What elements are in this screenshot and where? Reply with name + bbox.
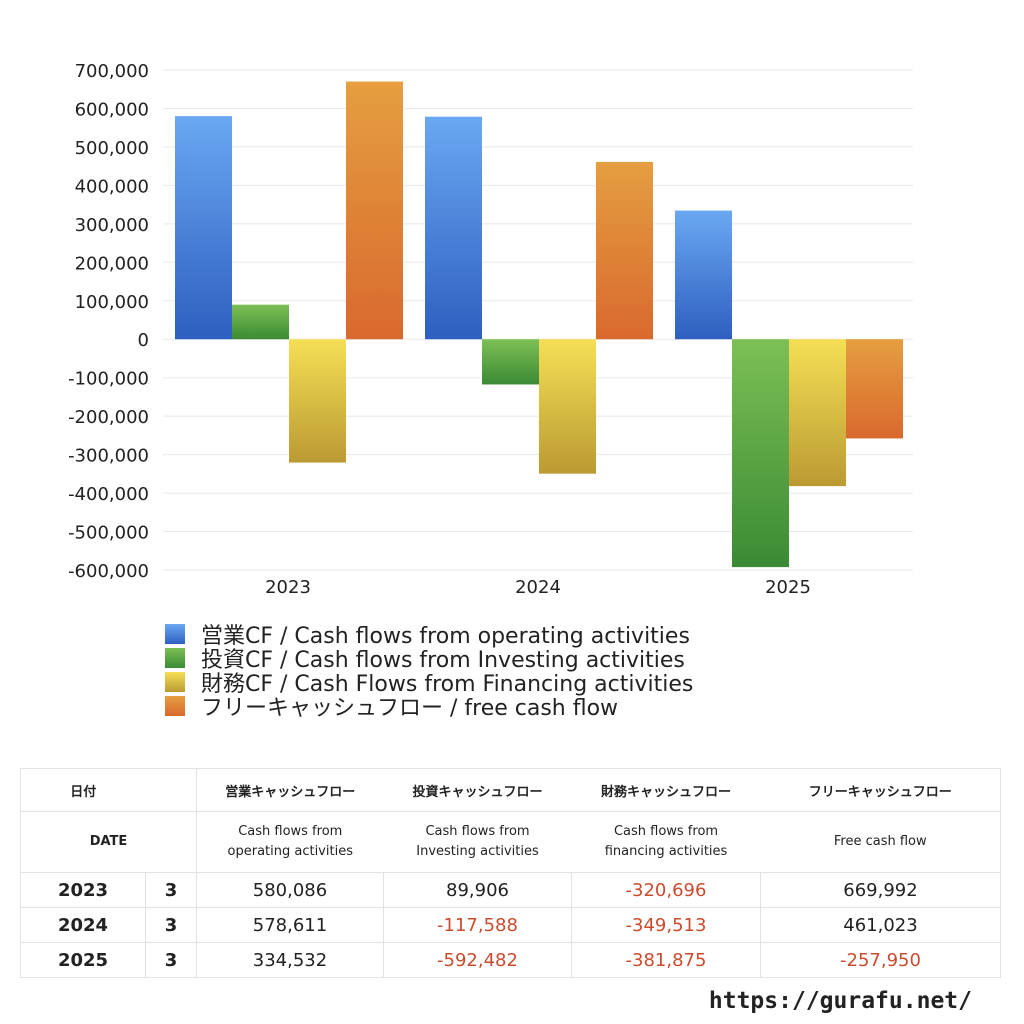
- y-tick-label: 300,000: [75, 215, 149, 236]
- y-tick-label: 200,000: [75, 253, 149, 274]
- x-tick-label: 2025: [765, 577, 811, 598]
- legend-item-operating: 営業CF / Cash flows from operating activit…: [165, 622, 693, 649]
- table-header-jp: 日付 営業キャッシュフロー 投資キャッシュフロー 財務キャッシュフロー フリーキ…: [20, 768, 1001, 812]
- row-investing: 89,906: [383, 872, 572, 908]
- row-year: 2024: [20, 907, 146, 943]
- header-month-jp: [145, 768, 197, 812]
- y-tick-label: 400,000: [75, 176, 149, 197]
- header-investing-jp: 投資キャッシュフロー: [383, 768, 572, 812]
- x-tick-label: 2023: [265, 577, 311, 598]
- y-tick-label: 100,000: [75, 292, 149, 313]
- header-operating-en: Cash flows from operating activities: [196, 811, 384, 873]
- bars: [175, 81, 903, 568]
- row-month: 3: [145, 942, 197, 978]
- table-header-en: DATE Cash flows from operating activitie…: [20, 811, 1001, 873]
- cash-flow-table: 日付 営業キャッシュフロー 投資キャッシュフロー 財務キャッシュフロー フリーキ…: [20, 768, 1001, 978]
- bar-investing-2025: [732, 339, 789, 568]
- bar-investing-2023: [232, 304, 289, 340]
- legend-item-financing: 財務CF / Cash Flows from Financing activit…: [165, 670, 693, 697]
- row-operating: 334,532: [196, 942, 384, 978]
- legend-swatch-financing: [165, 672, 185, 692]
- bar-free-2025: [846, 339, 903, 439]
- y-axis-ticks: 700,000 600,000 500,000 400,000 300,000 200,0…: [68, 61, 149, 582]
- cash-flow-bar-chart: 700,000 600,000 500,000 400,000 300,000 200,0…: [68, 61, 913, 598]
- header-financing-jp: 財務キャッシュフロー: [571, 768, 761, 812]
- bar-financing-2023: [289, 339, 346, 463]
- y-tick-label: -500,000: [68, 523, 149, 544]
- header-operating-jp: 営業キャッシュフロー: [196, 768, 384, 812]
- header-date-en: DATE: [20, 811, 197, 873]
- row-financing: -349,513: [571, 907, 761, 943]
- bar-operating-2024: [425, 116, 482, 340]
- header-operating-en-line1: Cash flows from: [238, 824, 343, 839]
- legend-label-investing: 投資CF / Cash flows from Investing activit…: [201, 648, 685, 673]
- row-month: 3: [145, 872, 197, 908]
- row-operating: 580,086: [196, 872, 384, 908]
- y-tick-label: -100,000: [68, 369, 149, 390]
- legend-item-free: フリーキャッシュフロー / free cash flow: [165, 694, 693, 721]
- header-financing-en: Cash flows from financing activities: [571, 811, 761, 873]
- table-row: 2024 3 578,611 -117,588 -349,513 461,023: [20, 907, 1001, 943]
- row-month: 3: [145, 907, 197, 943]
- legend-item-investing: 投資CF / Cash flows from Investing activit…: [165, 646, 693, 673]
- row-year: 2023: [20, 872, 146, 908]
- row-year: 2025: [20, 942, 146, 978]
- legend-swatch-investing: [165, 648, 185, 668]
- legend-label-free: フリーキャッシュフロー / free cash flow: [201, 696, 619, 721]
- header-financing-en-line1: Cash flows from: [613, 824, 719, 839]
- table-row: 2023 3 580,086 89,906 -320,696 669,992: [20, 872, 1001, 908]
- header-operating-en-line2: operating activities: [227, 844, 353, 859]
- legend-label-financing: 財務CF / Cash Flows from Financing activit…: [201, 672, 694, 697]
- x-tick-label: 2024: [515, 577, 561, 598]
- bar-financing-2025: [789, 339, 846, 487]
- row-investing: -592,482: [383, 942, 572, 978]
- header-investing-en: Cash flows from Investing activities: [383, 811, 572, 873]
- y-tick-label: 500,000: [75, 138, 149, 159]
- row-free: -257,950: [760, 942, 1001, 978]
- bar-free-2024: [596, 161, 653, 340]
- row-financing: -381,875: [571, 942, 761, 978]
- y-tick-label: -200,000: [68, 407, 149, 428]
- legend: 営業CF / Cash flows from operating activit…: [165, 622, 693, 721]
- y-tick-label: -600,000: [68, 561, 149, 582]
- header-investing-en-line2: Investing activities: [416, 844, 539, 859]
- row-financing: -320,696: [571, 872, 761, 908]
- table-row: 2025 3 334,532 -592,482 -381,875 -257,95…: [20, 942, 1001, 978]
- row-investing: -117,588: [383, 907, 572, 943]
- y-tick-label: 600,000: [75, 99, 149, 120]
- header-free-en: Free cash flow: [760, 811, 1001, 873]
- bar-operating-2023: [175, 116, 232, 340]
- bar-investing-2024: [482, 339, 539, 385]
- y-tick-label: -300,000: [68, 446, 149, 467]
- y-tick-label: -400,000: [68, 484, 149, 505]
- legend-swatch-operating: [165, 624, 185, 644]
- y-tick-label: 0: [138, 330, 149, 351]
- header-date-jp: 日付: [20, 768, 146, 812]
- y-tick-label: 700,000: [75, 61, 149, 82]
- bar-free-2023: [346, 81, 403, 340]
- row-free: 461,023: [760, 907, 1001, 943]
- legend-label-operating: 営業CF / Cash flows from operating activit…: [201, 624, 690, 649]
- site-url: https://gurafu.net/: [708, 988, 972, 1014]
- row-operating: 578,611: [196, 907, 384, 943]
- bar-financing-2024: [539, 339, 596, 474]
- header-free-jp: フリーキャッシュフロー: [760, 768, 1001, 812]
- row-free: 669,992: [760, 872, 1001, 908]
- x-axis-ticks: 2023 2024 2025: [265, 577, 811, 598]
- legend-swatch-free: [165, 696, 185, 716]
- bar-operating-2025: [675, 210, 732, 340]
- header-investing-en-line1: Cash flows from: [425, 824, 530, 839]
- header-financing-en-line2: financing activities: [604, 844, 728, 859]
